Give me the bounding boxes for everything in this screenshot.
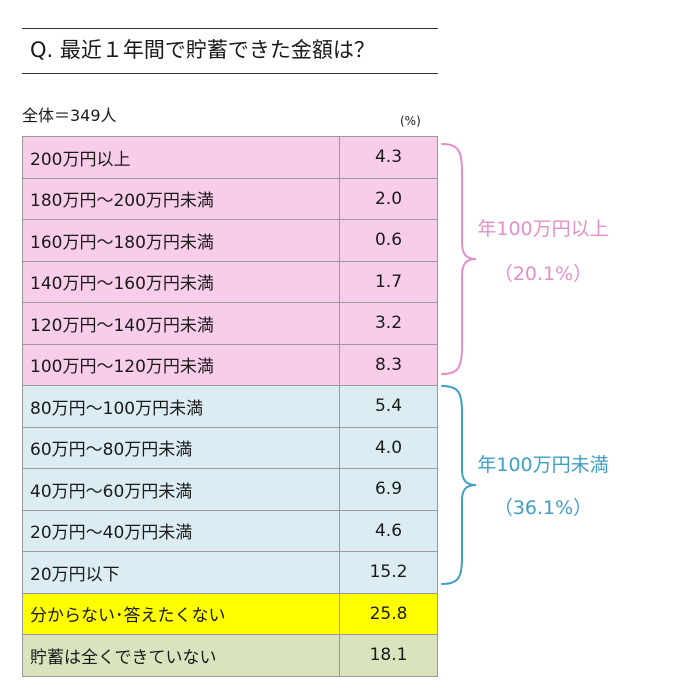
table-row: 20万円以下 15.2 bbox=[22, 551, 438, 594]
sample-size-label: 全体＝349人 bbox=[22, 106, 117, 125]
row-label: 40万円～60万円未満 bbox=[22, 468, 340, 511]
table-row: 60万円～80万円未満 4.0 bbox=[22, 426, 438, 469]
row-value: 8.3 bbox=[339, 343, 438, 386]
savings-table: 200万円以上 4.3 180万円～200万円未満 2.0 160万円～180万円未満 0… bbox=[22, 136, 438, 677]
row-value: 6.9 bbox=[339, 468, 438, 511]
group-bracket-lower bbox=[441, 385, 477, 585]
header-top-rule bbox=[22, 28, 438, 29]
row-label: 60万円～80万円未満 bbox=[22, 426, 340, 469]
table-row: 140万円～160万円未満 1.7 bbox=[22, 260, 438, 303]
row-value: 5.4 bbox=[339, 385, 438, 428]
row-value: 3.2 bbox=[339, 302, 438, 345]
row-label: 180万円～200万円未満 bbox=[22, 177, 340, 220]
table-row: 160万円～180万円未満 0.6 bbox=[22, 219, 438, 262]
table-row: 120万円～140万円未満 3.2 bbox=[22, 302, 438, 345]
row-label: 80万円～100万円未満 bbox=[22, 385, 340, 428]
group-bracket-upper bbox=[441, 143, 477, 375]
table-row: 100万円～120万円未満 8.3 bbox=[22, 343, 438, 386]
row-label: 120万円～140万円未満 bbox=[22, 302, 340, 345]
question-title: Q. 最近１年間で貯蓄できた金額は？ bbox=[30, 38, 375, 62]
row-label: 貯蓄は全くできていない bbox=[22, 634, 340, 677]
group-pct-lower: （36.1%） bbox=[493, 497, 593, 519]
row-label: 200万円以上 bbox=[22, 136, 340, 179]
row-value: 25.8 bbox=[339, 592, 438, 635]
group-label-lower: 年100万円未満 bbox=[477, 454, 609, 476]
row-label: 100万円～120万円未満 bbox=[22, 343, 340, 386]
table-row: 分からない･答えたくない 25.8 bbox=[22, 592, 438, 635]
row-value: 0.6 bbox=[339, 219, 438, 262]
savings-table-body: 200万円以上 4.3 180万円～200万円未満 2.0 160万円～180万円未満 0… bbox=[22, 136, 438, 677]
table-row: 200万円以上 4.3 bbox=[22, 136, 438, 179]
group-label-upper: 年100万円以上 bbox=[477, 218, 609, 240]
row-value: 2.0 bbox=[339, 177, 438, 220]
header-bottom-rule bbox=[22, 73, 438, 74]
table-row: 180万円～200万円未満 2.0 bbox=[22, 177, 438, 220]
row-value: 4.3 bbox=[339, 136, 438, 179]
row-value: 18.1 bbox=[339, 634, 438, 677]
group-pct-upper: （20.1%） bbox=[493, 263, 593, 285]
table-row: 20万円～40万円未満 4.6 bbox=[22, 509, 438, 552]
row-value: 15.2 bbox=[339, 551, 438, 594]
row-label: 160万円～180万円未満 bbox=[22, 219, 340, 262]
row-label: 140万円～160万円未満 bbox=[22, 260, 340, 303]
row-label: 20万円～40万円未満 bbox=[22, 509, 340, 552]
row-value: 1.7 bbox=[339, 260, 438, 303]
row-value: 4.6 bbox=[339, 509, 438, 552]
row-label: 分からない･答えたくない bbox=[22, 592, 340, 635]
row-value: 4.0 bbox=[339, 426, 438, 469]
table-row: 40万円～60万円未満 6.9 bbox=[22, 468, 438, 511]
row-label: 20万円以下 bbox=[22, 551, 340, 594]
unit-label: (%) bbox=[400, 114, 421, 128]
table-row: 80万円～100万円未満 5.4 bbox=[22, 385, 438, 428]
table-row: 貯蓄は全くできていない 18.1 bbox=[22, 634, 438, 677]
